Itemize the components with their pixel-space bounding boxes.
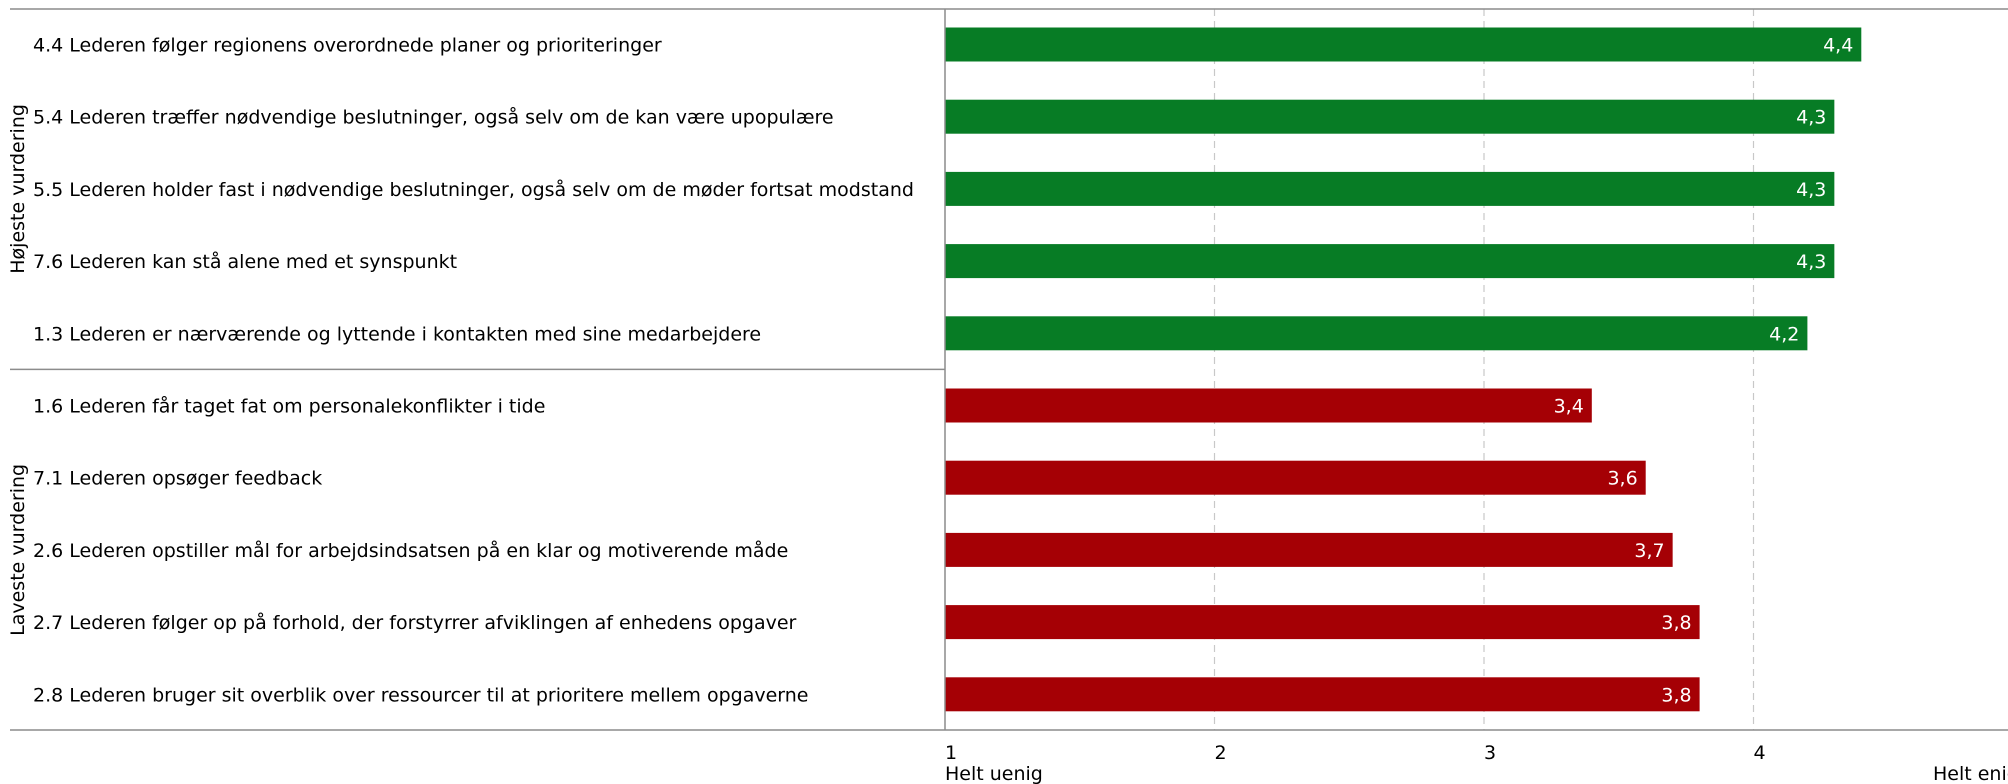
bar	[945, 244, 1835, 279]
scale-max-label: Helt enig	[1933, 763, 2008, 784]
bar	[945, 27, 1862, 62]
data-label: 4,3	[1796, 179, 1826, 201]
bar	[945, 171, 1835, 206]
category-label: 1.3 Lederen er nærværende og lyttende i …	[33, 323, 761, 345]
category-label: 7.1 Lederen opsøger feedback	[33, 468, 322, 490]
bar	[945, 388, 1592, 423]
category-label: 7.6 Lederen kan stå alene med et synspun…	[33, 250, 457, 273]
data-label: 3,8	[1661, 612, 1691, 634]
bar	[945, 605, 1700, 640]
data-label: 4,3	[1796, 107, 1826, 129]
data-label: 3,7	[1634, 540, 1664, 562]
x-tick-label: 1	[945, 742, 957, 764]
x-tick-label: 2	[1215, 742, 1227, 764]
data-label: 4,2	[1769, 323, 1799, 345]
category-label: 2.8 Lederen bruger sit overblik over res…	[33, 684, 809, 706]
category-label: 5.5 Lederen holder fast i nødvendige bes…	[33, 178, 914, 201]
group-label: Laveste vurdering	[7, 464, 29, 636]
category-label: 2.7 Lederen følger op på forhold, der fo…	[33, 611, 797, 634]
category-label: 2.6 Lederen opstiller mål for arbejdsind…	[33, 539, 788, 562]
scale-min-label: Helt uenig	[945, 763, 1043, 784]
x-tick-label: 3	[1484, 742, 1496, 764]
group-label: Højeste vurdering	[7, 104, 29, 274]
data-label: 3,6	[1607, 468, 1637, 490]
x-tick-label: 4	[1754, 742, 1766, 764]
data-label: 4,3	[1796, 251, 1826, 273]
bar	[945, 677, 1700, 712]
bar	[945, 99, 1835, 134]
data-label: 4,4	[1823, 35, 1853, 57]
data-label: 3,8	[1661, 684, 1691, 706]
data-label: 3,4	[1554, 396, 1584, 418]
category-label: 1.6 Lederen får taget fat om personaleko…	[33, 395, 545, 418]
category-label: 5.4 Lederen træffer nødvendige beslutnin…	[33, 106, 834, 129]
bar	[945, 532, 1673, 567]
category-label: 4.4 Lederen følger regionens overordnede…	[33, 35, 662, 57]
bar	[945, 460, 1646, 495]
bar	[945, 316, 1808, 351]
